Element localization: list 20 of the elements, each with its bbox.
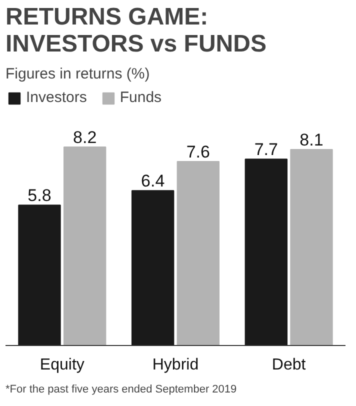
chart-subtitle: Figures in returns (%) (6, 66, 150, 82)
bar (131, 190, 174, 346)
chart-title: RETURNS GAME: INVESTORS vs FUNDS (6, 4, 266, 58)
data-label: 6.4 (141, 172, 165, 191)
data-label: 8.2 (73, 128, 97, 148)
legend-label: Funds (120, 89, 162, 106)
legend-label: Investors (26, 89, 87, 106)
bar (18, 204, 61, 346)
text: *For the past five years ended September 2019 (6, 384, 237, 396)
bar (176, 161, 220, 346)
bar (63, 146, 106, 346)
x-tick-label: Equity (40, 356, 84, 374)
data-label: 7.7 (254, 140, 278, 160)
data-label: 7.6 (186, 142, 210, 162)
data-label: 8.1 (300, 130, 324, 150)
bar (290, 148, 333, 346)
x-tick-label: Debt (272, 356, 306, 374)
data-label: 5.8 (28, 186, 52, 206)
x-tick-label: Hybrid (152, 356, 199, 374)
bar (244, 158, 288, 346)
